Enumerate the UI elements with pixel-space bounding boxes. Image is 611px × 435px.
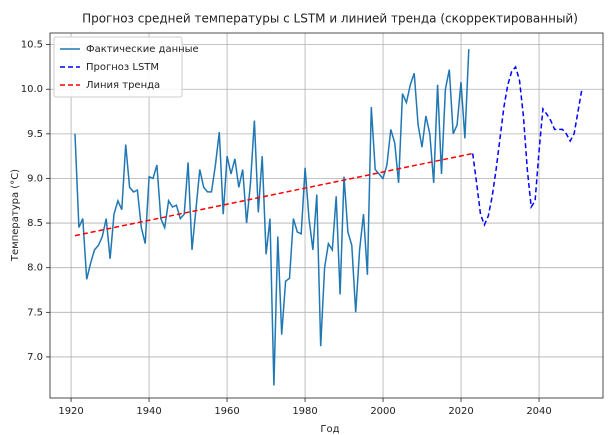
y-tick-label: 9.5 <box>27 129 43 140</box>
x-tick-label: 1920 <box>58 406 83 417</box>
x-tick-label: 2020 <box>448 406 473 417</box>
series-line <box>471 65 583 227</box>
x-tick-label: 2000 <box>370 406 395 417</box>
y-tick-label: 10.5 <box>21 40 43 51</box>
plot-frame <box>49 32 604 399</box>
legend-label: Линия тренда <box>86 80 160 91</box>
y-tick-label: 8.0 <box>27 263 43 274</box>
x-tick-label: 1960 <box>214 406 239 417</box>
x-axis-label: Год <box>320 424 339 435</box>
series-line <box>74 152 473 237</box>
x-tick-label: 2040 <box>526 406 551 417</box>
y-axis-label: Температура (°C) <box>10 169 21 262</box>
y-tick-label: 7.0 <box>27 352 43 363</box>
legend-label: Фактические данные <box>86 44 199 55</box>
legend-label: Прогноз LSTM <box>86 62 159 73</box>
series-line <box>74 49 470 386</box>
y-tick-label: 7.5 <box>27 307 43 318</box>
chart-title: Прогноз средней температуры с LSTM и лин… <box>82 12 578 26</box>
y-tick-label: 8.5 <box>27 218 43 229</box>
y-tick-label: 9.0 <box>27 173 43 184</box>
x-tick-label: 1980 <box>292 406 317 417</box>
legend-box <box>53 36 183 98</box>
x-tick-label: 1940 <box>136 406 161 417</box>
y-tick-label: 10.0 <box>21 84 43 95</box>
